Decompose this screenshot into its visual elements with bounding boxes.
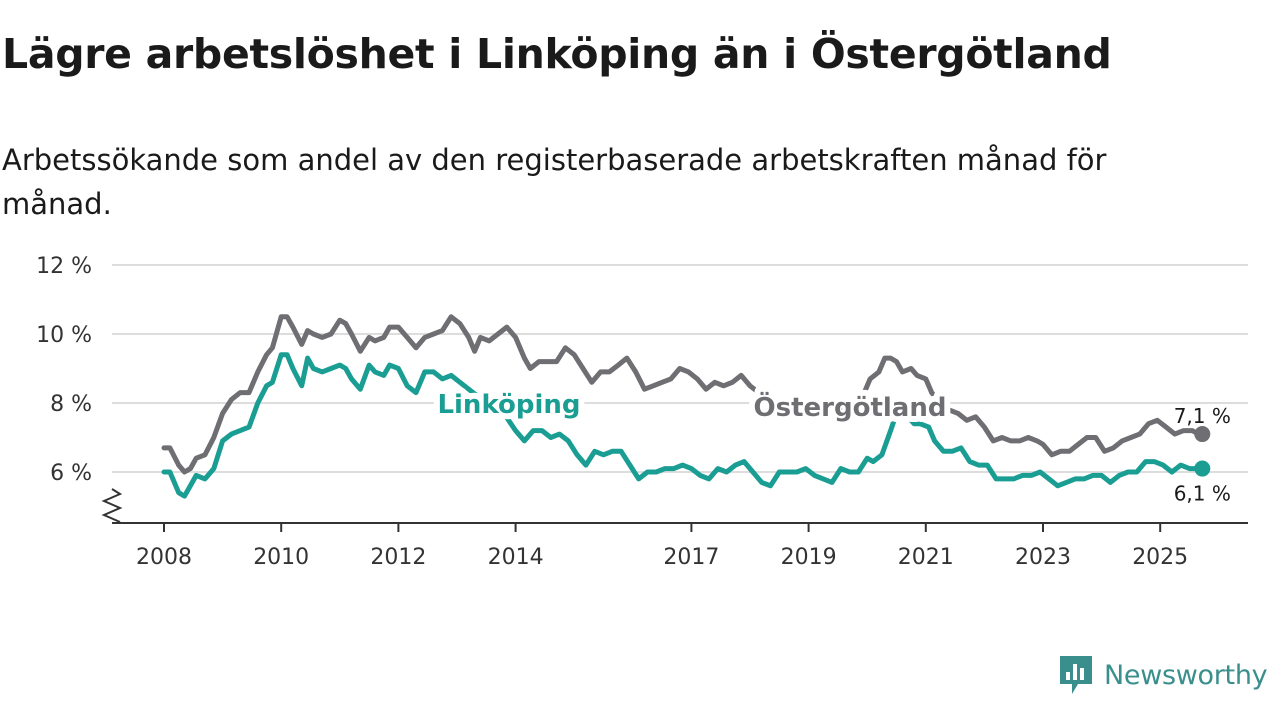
line-chart: 6 %8 %10 %12 % 2008 2010 2012 2014 2017 2019 2… [36, 254, 1248, 570]
end-value-label-ostergotland: 7,1 % [1174, 404, 1231, 428]
x-tick-label: 2023 [1015, 545, 1071, 570]
series-label-linkoping: Linköping [437, 390, 580, 420]
y-tick-label: 8 % [50, 392, 92, 417]
x-tick-label: 2008 [136, 545, 192, 570]
newsworthy-logo-icon [1060, 656, 1092, 694]
x-tick-label: 2021 [898, 545, 954, 570]
x-tick-label: 2010 [253, 545, 309, 570]
chart-title: Lägre arbetslöshet i Linköping än i Öste… [2, 30, 1112, 78]
end-marker-linkoping [1194, 460, 1211, 477]
series-layer [161, 314, 1211, 499]
brand-footer: Newsworthy [1058, 654, 1268, 696]
series-line-linkoping [161, 352, 1201, 499]
chart-subtitle: Arbetssökande som andel av den registerb… [2, 143, 1107, 221]
y-tick-label: 12 % [36, 254, 92, 279]
x-tick-label: 2012 [370, 545, 426, 570]
series-line-ostergotland [161, 314, 1201, 475]
series-label-ostergotland: Östergötland [754, 390, 947, 423]
y-tick-label: 10 % [36, 323, 92, 348]
x-axis: 2008 2010 2012 2014 2017 2019 2021 2023 2025 [112, 522, 1248, 570]
x-tick-label: 2014 [488, 545, 544, 570]
y-tick-label: 6 % [50, 461, 92, 486]
x-tick-label: 2019 [781, 545, 837, 570]
brand-name: Newsworthy [1104, 659, 1268, 691]
end-marker-ostergotland [1194, 426, 1211, 443]
grid-layer [112, 264, 1248, 473]
axis-break-icon [101, 488, 123, 523]
y-axis: 6 % 8 % 10 % 12 % [36, 254, 123, 523]
x-tick-label: 2017 [663, 545, 719, 570]
series-label-halo: Linköping [437, 390, 580, 420]
x-tick-label: 2025 [1132, 545, 1188, 570]
end-value-label-linkoping: 6,1 % [1174, 482, 1231, 506]
